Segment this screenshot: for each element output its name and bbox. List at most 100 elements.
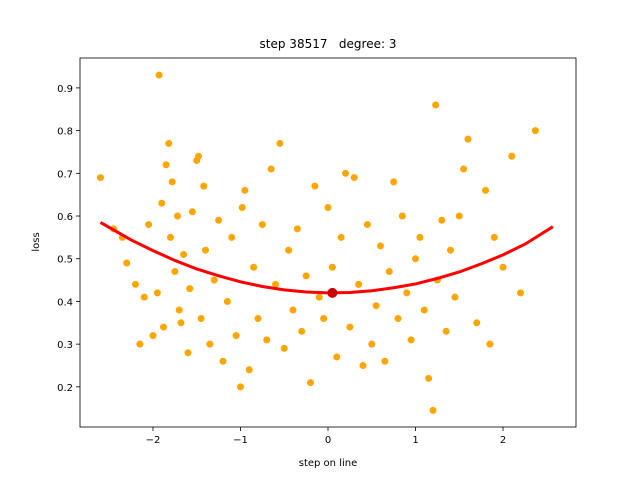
point: [177, 319, 185, 327]
y-tick-label: 0.9: [57, 84, 73, 95]
point: [201, 246, 209, 254]
point: [267, 165, 275, 173]
point: [159, 323, 167, 331]
point: [398, 212, 406, 220]
point: [420, 306, 428, 314]
point: [342, 169, 350, 177]
point: [250, 263, 258, 271]
point: [123, 259, 131, 267]
point: [153, 289, 161, 297]
y-tick-label: 0.5: [57, 255, 73, 266]
point: [165, 139, 173, 147]
y-tick-label: 0.3: [57, 340, 73, 351]
minimum-marker: [327, 287, 338, 298]
y-tick-label: 0.8: [57, 127, 73, 138]
point: [355, 280, 363, 288]
point: [306, 379, 314, 387]
point: [315, 293, 323, 301]
point: [350, 174, 358, 182]
point: [245, 366, 253, 374]
point: [390, 178, 398, 186]
point: [363, 221, 371, 229]
point: [140, 293, 148, 301]
point: [136, 340, 144, 348]
point: [289, 306, 297, 314]
point: [412, 255, 420, 263]
point: [180, 250, 188, 258]
point: [460, 165, 468, 173]
y-axis-label: loss: [31, 232, 42, 251]
point: [359, 362, 367, 369]
point: [473, 319, 481, 327]
point: [188, 208, 196, 216]
point: [425, 374, 433, 382]
point: [438, 216, 446, 224]
y-tick-label: 0.2: [57, 383, 73, 394]
point: [131, 280, 139, 288]
point: [385, 268, 393, 276]
point: [508, 152, 516, 160]
point: [285, 246, 293, 254]
x-tick-label: −1: [233, 435, 248, 446]
point: [228, 233, 236, 241]
point: [175, 306, 183, 314]
point: [346, 323, 354, 331]
point: [197, 315, 205, 323]
point: [447, 246, 455, 254]
point: [337, 233, 345, 241]
point: [368, 340, 376, 348]
point: [149, 332, 157, 340]
point: [407, 336, 415, 344]
point: [210, 276, 218, 284]
point: [200, 182, 208, 190]
point: [464, 135, 472, 143]
point: [293, 225, 301, 233]
point: [258, 221, 266, 229]
point: [394, 315, 402, 323]
point: [377, 242, 385, 250]
point: [171, 268, 179, 276]
point: [194, 152, 202, 160]
point: [232, 332, 240, 340]
point: [276, 139, 284, 147]
point: [241, 186, 249, 194]
plot-frame: [79, 57, 577, 428]
x-axis-label: step on line: [299, 458, 358, 469]
point: [302, 272, 310, 280]
point: [145, 221, 153, 229]
point: [451, 293, 459, 301]
point: [223, 297, 231, 305]
point: [271, 280, 279, 288]
point: [166, 233, 174, 241]
point: [155, 71, 163, 79]
chart-title: step 38517 degree: 3: [260, 37, 397, 51]
point: [320, 315, 328, 323]
y-tick-label: 0.6: [57, 212, 73, 223]
x-tick-label: 0: [325, 435, 331, 446]
point: [328, 263, 336, 271]
point: [416, 233, 424, 241]
x-tick-label: −2: [146, 435, 161, 446]
point: [432, 101, 440, 109]
point: [531, 127, 539, 135]
point: [168, 178, 176, 186]
point: [280, 344, 288, 352]
point: [173, 212, 181, 220]
point: [490, 233, 498, 241]
x-tick-label: 1: [412, 435, 418, 446]
point: [96, 174, 104, 182]
point: [311, 182, 319, 190]
point: [236, 383, 244, 391]
point: [215, 216, 223, 224]
point: [381, 357, 389, 365]
point: [499, 263, 507, 271]
point: [486, 340, 494, 348]
point: [442, 327, 450, 335]
point: [324, 203, 332, 211]
point: [238, 203, 246, 211]
point: [333, 353, 341, 361]
point: [206, 340, 214, 348]
point: [162, 161, 170, 169]
